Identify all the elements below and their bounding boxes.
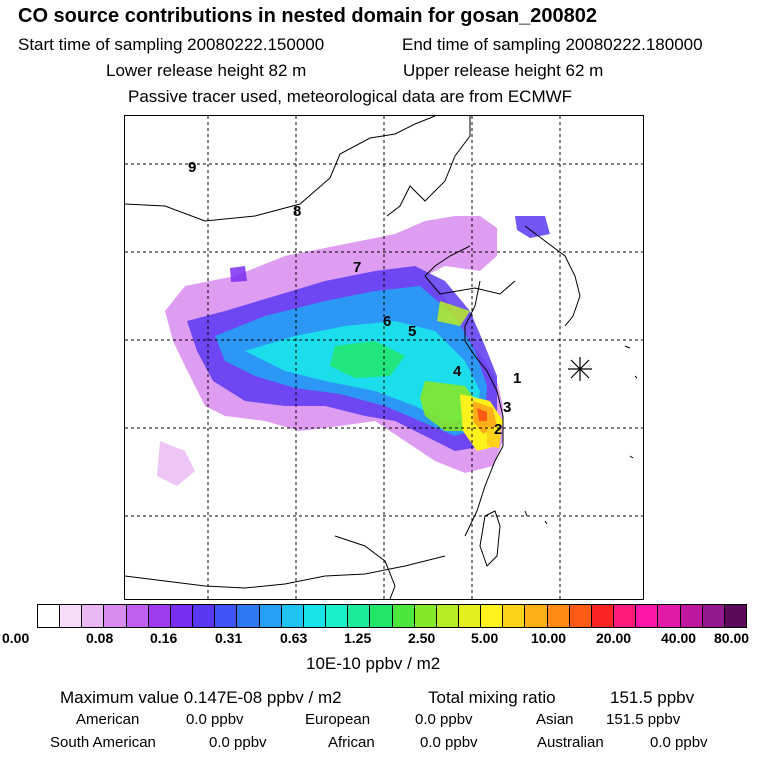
colorbar-swatch	[348, 605, 371, 627]
colorbar-swatch	[702, 605, 725, 627]
gosan-receptor-icon	[568, 357, 592, 381]
colorbar-swatch	[458, 605, 482, 627]
region-label-8: 8	[293, 203, 301, 220]
european-label: European	[305, 711, 371, 728]
african-label: African	[328, 734, 375, 751]
colorbar-swatch	[392, 605, 415, 627]
lower-release-label: Lower release height 82 m	[106, 61, 307, 80]
colorbar-swatch	[569, 605, 592, 627]
colorbar-swatch	[60, 605, 83, 627]
colorbar-units: 10E-10 ppbv / m2	[306, 654, 441, 673]
colorbar-tick: 0.00	[2, 630, 30, 646]
total-mixing-value: 151.5 ppbv	[610, 688, 695, 707]
tracer-info-label: Passive tracer used, meteorological data…	[128, 87, 573, 106]
region-label-5: 5	[408, 323, 416, 340]
colorbar-swatch	[414, 605, 437, 627]
south-american-label: South American	[50, 734, 156, 751]
region-label-7: 7	[353, 259, 361, 276]
colorbar-swatch	[303, 605, 327, 627]
colorbar-swatch	[215, 605, 238, 627]
region-label-2: 2	[494, 421, 502, 438]
american-label: American	[76, 711, 140, 728]
colorbar-swatch	[148, 605, 171, 627]
african-value: 0.0 ppbv	[420, 734, 478, 751]
region-label-1: 1	[513, 370, 521, 387]
colorbar-swatch	[370, 605, 393, 627]
european-value: 0.0 ppbv	[415, 711, 473, 728]
colorbar-tick: 0.63	[280, 630, 308, 646]
region-label-6: 6	[383, 313, 391, 330]
colorbar	[37, 604, 747, 628]
end-time-label: End time of sampling 20080222.180000	[402, 35, 703, 54]
colorbar-swatch	[436, 605, 459, 627]
asian-label: Asian	[536, 711, 574, 728]
colorbar-swatch	[614, 605, 637, 627]
colorbar-swatch	[82, 605, 105, 627]
colorbar-tick: 2.50	[408, 630, 436, 646]
colorbar-tick: 0.08	[86, 630, 114, 646]
source-contribution-map: 1 2 3 4 5 6 7 8 9	[124, 115, 644, 600]
south-american-value: 0.0 ppbv	[209, 734, 267, 751]
american-value: 0.0 ppbv	[186, 711, 244, 728]
colorbar-swatch	[636, 605, 659, 627]
colorbar-swatch	[591, 605, 615, 627]
australian-label: Australian	[537, 734, 604, 751]
colorbar-swatch	[126, 605, 149, 627]
colorbar-swatch	[38, 605, 61, 627]
colorbar-swatch	[237, 605, 260, 627]
colorbar-swatch	[193, 605, 216, 627]
upper-release-label: Upper release height 62 m	[403, 61, 604, 80]
colorbar-swatch	[724, 605, 746, 627]
colorbar-tick: 80.00	[714, 630, 750, 646]
start-time-label: Start time of sampling 20080222.150000	[18, 35, 325, 54]
australian-value: 0.0 ppbv	[650, 734, 708, 751]
colorbar-swatch	[525, 605, 548, 627]
coastlines	[125, 116, 638, 599]
max-value-label: Maximum value 0.147E-08 ppbv / m2	[60, 688, 342, 707]
map-canvas: 1 2 3 4 5 6 7 8 9	[125, 116, 643, 599]
region-label-3: 3	[503, 399, 511, 416]
colorbar-swatch	[281, 605, 304, 627]
colorbar-swatch	[259, 605, 282, 627]
colorbar-tick: 1.25	[344, 630, 372, 646]
lat-lon-grid	[125, 116, 643, 599]
colorbar-tick: 0.31	[215, 630, 243, 646]
asian-value: 151.5 ppbv	[606, 711, 681, 728]
colorbar-swatch	[481, 605, 504, 627]
colorbar-swatch	[503, 605, 526, 627]
colorbar-swatch	[680, 605, 703, 627]
colorbar-tick: 40.00	[661, 630, 697, 646]
region-label-9: 9	[188, 159, 196, 176]
colorbar-swatch	[658, 605, 681, 627]
colorbar-tick: 20.00	[596, 630, 632, 646]
colorbar-tick: 10.00	[531, 630, 567, 646]
plume-field	[157, 216, 550, 486]
colorbar-swatch	[104, 605, 127, 627]
colorbar-swatch	[547, 605, 570, 627]
colorbar-tick: 0.16	[150, 630, 178, 646]
colorbar-tick: 5.00	[471, 630, 499, 646]
total-mixing-label: Total mixing ratio	[428, 688, 556, 707]
colorbar-swatch	[170, 605, 194, 627]
plot-title: CO source contributions in nested domain…	[18, 5, 598, 27]
region-label-4: 4	[453, 363, 462, 380]
colorbar-swatch	[326, 605, 349, 627]
